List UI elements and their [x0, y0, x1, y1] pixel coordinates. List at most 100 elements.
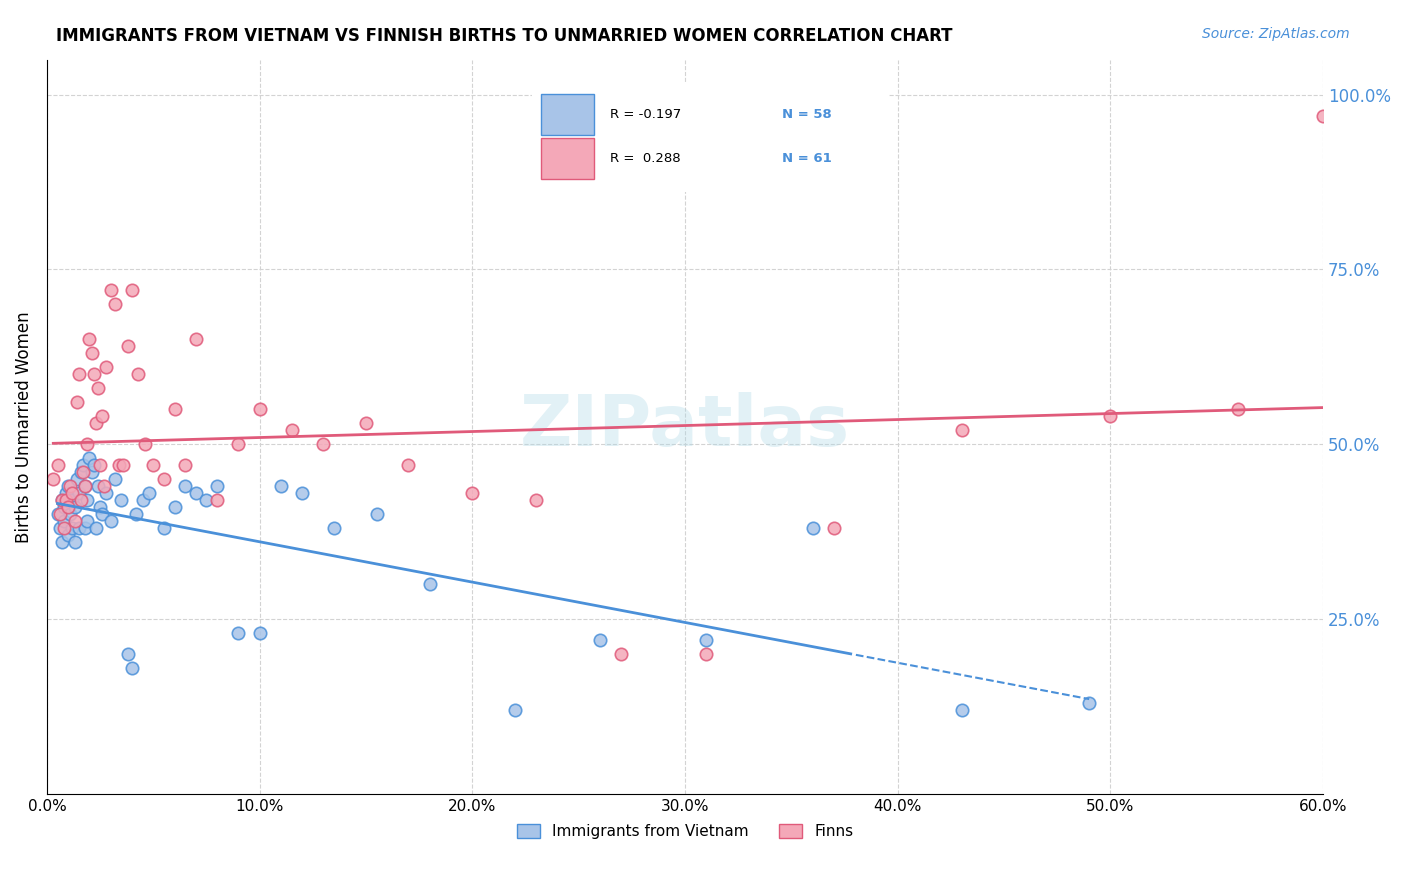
Point	[55, 493, 77, 508]
Text: ZIPatlas: ZIPatlas	[520, 392, 851, 461]
Point	[72, 458, 94, 473]
Point	[52, 521, 75, 535]
Point	[51, 493, 73, 508]
Legend: Immigrants from Vietnam, Finns: Immigrants from Vietnam, Finns	[510, 818, 859, 845]
Point	[75, 479, 97, 493]
Point	[59, 507, 82, 521]
Point	[48, 507, 70, 521]
Point	[589, 633, 612, 648]
Point	[84, 521, 107, 535]
Point	[46, 458, 69, 473]
Point	[93, 479, 115, 493]
Point	[138, 486, 160, 500]
Point	[228, 437, 250, 451]
Point	[184, 486, 207, 500]
Point	[461, 486, 484, 500]
Point	[96, 486, 118, 500]
Point	[249, 402, 271, 417]
Point	[63, 500, 86, 515]
Point	[153, 472, 176, 486]
Point	[823, 521, 845, 535]
Point	[72, 465, 94, 479]
Point	[87, 479, 110, 493]
Point	[75, 521, 97, 535]
Point	[70, 493, 93, 508]
Point	[228, 626, 250, 640]
Point	[801, 521, 824, 535]
Point	[76, 514, 98, 528]
Point	[56, 479, 79, 493]
Point	[1078, 696, 1101, 710]
Point	[503, 703, 526, 717]
Point	[89, 500, 111, 515]
Point	[83, 368, 105, 382]
Point	[312, 437, 335, 451]
Point	[184, 332, 207, 346]
Point	[524, 493, 547, 508]
Point	[950, 703, 973, 717]
Point	[153, 521, 176, 535]
Point	[42, 472, 65, 486]
Point	[131, 493, 153, 508]
Point	[280, 423, 302, 437]
Point	[249, 626, 271, 640]
Point	[1312, 109, 1334, 123]
Point	[52, 514, 75, 528]
Point	[62, 486, 84, 500]
Point	[127, 368, 149, 382]
Point	[56, 500, 79, 515]
Point	[195, 493, 218, 508]
Point	[121, 661, 143, 675]
Point	[63, 514, 86, 528]
Point	[76, 493, 98, 508]
Point	[79, 332, 101, 346]
Point	[67, 368, 90, 382]
Point	[270, 479, 292, 493]
Point	[125, 507, 148, 521]
Point	[110, 493, 132, 508]
Point	[66, 472, 89, 486]
Point	[83, 458, 105, 473]
Point	[100, 284, 122, 298]
Point	[1227, 402, 1250, 417]
Point	[950, 423, 973, 437]
Point	[55, 486, 77, 500]
Point	[59, 479, 82, 493]
Point	[1398, 122, 1406, 136]
Point	[63, 535, 86, 549]
Point	[398, 458, 420, 473]
Point	[52, 500, 75, 515]
Point	[62, 493, 84, 508]
Point	[80, 465, 103, 479]
Point	[76, 437, 98, 451]
Text: Source: ZipAtlas.com: Source: ZipAtlas.com	[1202, 27, 1350, 41]
Point	[91, 409, 114, 424]
Point	[70, 465, 93, 479]
Point	[163, 402, 186, 417]
Point	[354, 417, 377, 431]
Point	[323, 521, 346, 535]
Point	[67, 486, 90, 500]
Y-axis label: Births to Unmarried Women: Births to Unmarried Women	[15, 311, 32, 542]
Point	[174, 479, 197, 493]
Point	[51, 535, 73, 549]
Point	[48, 521, 70, 535]
Point	[66, 395, 89, 409]
Point	[75, 479, 97, 493]
Point	[419, 577, 441, 591]
Point	[67, 521, 90, 535]
Point	[163, 500, 186, 515]
Point	[117, 339, 139, 353]
Point	[117, 647, 139, 661]
Point	[84, 417, 107, 431]
Point	[205, 479, 228, 493]
Point	[56, 528, 79, 542]
Point	[62, 521, 84, 535]
Point	[695, 633, 717, 648]
Point	[112, 458, 135, 473]
Point	[96, 360, 118, 375]
Point	[205, 493, 228, 508]
Point	[1099, 409, 1122, 424]
Point	[79, 451, 101, 466]
Point	[1354, 171, 1376, 186]
